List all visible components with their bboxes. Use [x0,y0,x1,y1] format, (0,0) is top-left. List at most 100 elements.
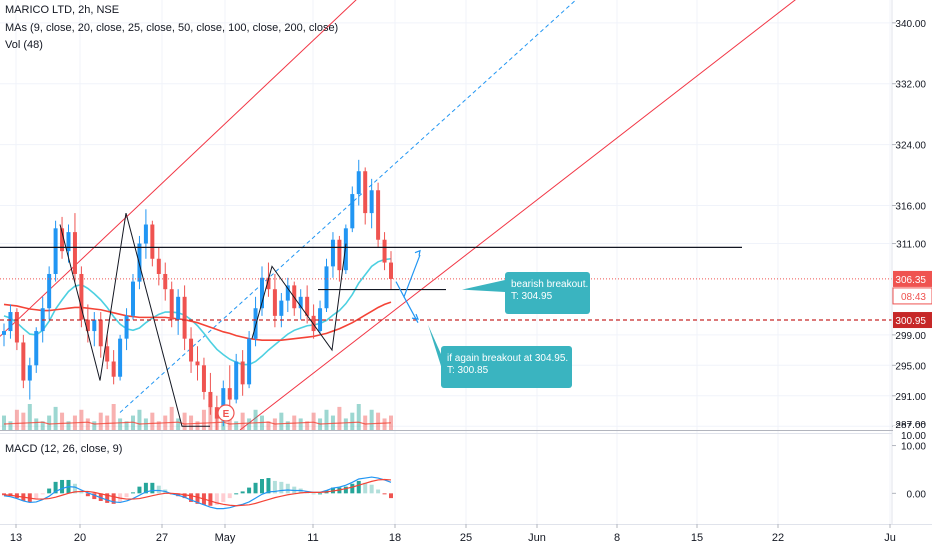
volume-bar [98,412,103,430]
price-tick-label: 295.00 [895,361,926,372]
candle-body[interactable] [2,331,6,335]
event-marker[interactable] [217,404,235,422]
candle-body[interactable] [79,273,84,320]
candle-body[interactable] [8,312,13,332]
candle-body[interactable] [182,296,187,339]
alert-price-badge[interactable] [893,312,932,329]
candle-body[interactable] [350,194,355,229]
candle-body[interactable] [72,232,77,274]
candle-body[interactable] [195,361,200,366]
candle-body[interactable] [356,171,361,195]
candle-body[interactable] [298,296,303,309]
price-axis-panel[interactable] [892,0,932,524]
candle-body[interactable] [131,281,135,316]
candle-body[interactable] [169,289,174,320]
macd-legend[interactable]: MACD (12, 26, close, 9) [5,443,123,455]
candle-body[interactable] [143,224,148,244]
candle-body[interactable] [285,285,290,301]
time-axis-panel[interactable] [0,524,932,550]
candle-body[interactable] [369,190,374,214]
macd-histogram-bar [227,493,232,499]
candle-body[interactable] [111,361,116,377]
candle-body[interactable] [124,315,129,339]
candle-body[interactable] [34,331,39,366]
event-marker-label: E [223,409,230,420]
macd-histogram-bar [260,479,264,494]
time-tick-label: 18 [389,532,401,544]
macd-signal-line [3,478,392,507]
candle-body[interactable] [214,407,219,419]
candle-body[interactable] [85,319,90,332]
candles[interactable] [2,159,393,430]
candle-body[interactable] [382,239,387,263]
candle-body[interactable] [176,296,181,320]
zigzag-right[interactable] [251,243,347,352]
candle-body[interactable] [279,300,284,316]
candle-body[interactable] [118,338,123,377]
candle-body[interactable] [156,258,161,274]
price-tick-label: 299.00 [895,331,926,342]
time-axis[interactable]: 13 20 27 May 11 18 25 Jun 8 15 22 Ju [10,524,896,544]
candle-body[interactable] [98,319,103,347]
candle-body[interactable] [189,338,194,362]
macd-histogram-bar [195,493,200,504]
candle-body[interactable] [227,388,232,400]
countdown-label: 08:43 [901,292,926,303]
candle-body[interactable] [234,361,239,400]
candle-body[interactable] [163,273,168,290]
candle-body[interactable] [311,315,316,332]
candle-body[interactable] [150,224,155,259]
zigzag-left[interactable] [59,212,210,427]
drawings[interactable]: bearish breakout.T: 304.95 if again break… [0,212,892,427]
candle-body[interactable] [240,361,245,385]
candle-body[interactable] [305,296,310,316]
macd-axis: 10.00 0.00 [892,442,926,500]
macd-histogram-bar [253,482,258,494]
candle-body[interactable] [343,228,348,271]
macd-histogram-bar [40,493,45,495]
arrow-head-down [411,313,419,320]
candle-body[interactable] [27,365,32,381]
candle-body[interactable] [376,190,381,240]
candle-body[interactable] [389,262,393,279]
candle-body[interactable] [253,308,258,339]
volume-bar [356,404,361,430]
candle-body[interactable] [221,388,226,419]
candle-body[interactable] [92,319,97,332]
volume-bar [156,421,161,430]
macd-histogram-bar [363,482,368,494]
candle-body[interactable] [260,277,264,309]
candle-body[interactable] [66,232,71,252]
candle-body[interactable] [247,338,252,385]
volume-bar [240,412,245,430]
current-price-badge[interactable] [893,270,932,287]
macd-histogram-bar [389,493,393,499]
chart-title[interactable]: MARICO LTD, 2h, NSE [5,4,120,16]
volume-bar [266,421,271,430]
candle-body[interactable] [363,171,368,214]
candle-body[interactable] [324,266,329,309]
volume-legend[interactable]: Vol (48) [5,39,43,51]
ma-legend[interactable]: MAs (9, close, 20, close, 25, close, 50,… [5,22,339,34]
candle-body[interactable] [21,342,26,381]
candle-body[interactable] [337,239,342,271]
bearish-callout[interactable]: bearish breakout.T: 304.95 [462,272,590,314]
candle-body[interactable] [201,365,206,392]
candle-body[interactable] [208,391,213,408]
candle-body[interactable] [105,346,110,362]
volume-bar [111,404,116,430]
candle-body[interactable] [14,312,19,343]
candle-body[interactable] [272,289,277,316]
volume-bar [234,421,239,430]
volume-bar [176,418,181,430]
candle-body[interactable] [318,308,323,332]
candle-body[interactable] [266,277,271,290]
candle-body[interactable] [60,228,65,252]
candle-body[interactable] [47,273,52,309]
again-callout[interactable]: if again breakout at 304.95.T: 300.85 [428,324,572,388]
candle-body[interactable] [330,239,335,267]
candle-body[interactable] [53,228,58,274]
